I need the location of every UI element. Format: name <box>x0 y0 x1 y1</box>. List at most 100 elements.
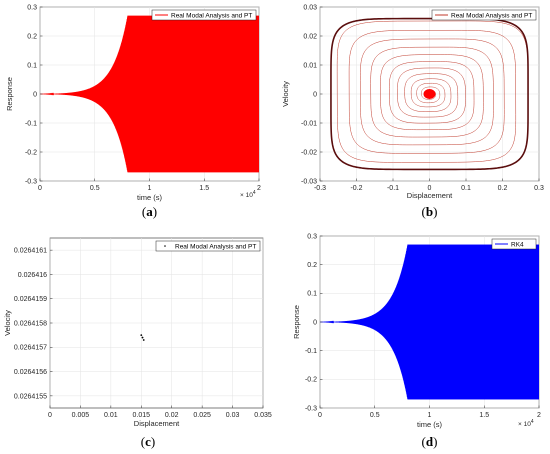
x-tick-label: 1.5 <box>479 412 489 419</box>
y-tick-label: -0.2 <box>305 377 317 384</box>
data-layer <box>40 15 259 173</box>
x-tick-label: 0.5 <box>370 412 380 419</box>
x-tick-label: 0 <box>428 185 432 192</box>
x-tick-label: 0.01 <box>104 412 118 419</box>
y-tick-label: 0 <box>313 91 317 98</box>
data-layer <box>320 244 539 400</box>
x-tick-label: -0.1 <box>387 185 399 192</box>
caption-d: (d) <box>422 434 438 449</box>
legend: Real Modal Analysis and PT <box>431 9 537 21</box>
y-tick-label: 0.3 <box>307 233 317 240</box>
x-tick-label: 0.03 <box>226 412 240 419</box>
legend-box <box>431 9 537 21</box>
x-tick-label: 1.5 <box>199 185 209 192</box>
y-tick-label: 0.03 <box>303 4 317 11</box>
caption-c: (c) <box>141 434 155 449</box>
x-exponent: × 104 <box>518 419 534 428</box>
x-tick-label: 0.005 <box>72 412 90 419</box>
x-axis-label: Displacement <box>407 191 453 200</box>
x-tick-label: -0.2 <box>350 185 362 192</box>
y-tick-label: 0.02 <box>303 33 317 40</box>
x-tick-label: 1 <box>148 185 152 192</box>
y-tick-label: 0.0264159 <box>14 296 47 303</box>
y-tick-label: 0.2 <box>27 33 37 40</box>
origin-dense-region <box>423 89 436 99</box>
y-tick-label: 0.0264158 <box>14 320 47 327</box>
panel-d: 0 0.5 1 1.5 2 -0.3 -0.2 -0.1 0 0.1 0.2 0.3 RK4 time… <box>292 233 541 449</box>
axes: 0 0.5 1 1.5 2 -0.3 -0.2 -0.1 0 0.1 0.2 0.3 <box>305 233 541 419</box>
x-tick-label: 0 <box>38 185 42 192</box>
x-exponent: × 104 <box>240 190 256 199</box>
y-axis-label: Velocity <box>281 81 290 107</box>
y-tick-label: -0.03 <box>301 178 317 185</box>
x-tick-label: 2 <box>257 185 261 192</box>
panel-b: -0.3 -0.2 -0.1 0 0.1 0.2 0.3 -0.03 -0.02 -0.01 0 0.… <box>281 4 544 219</box>
x-tick-label: 0.035 <box>254 412 272 419</box>
axes: 0 0.005 0.01 0.015 0.02 0.025 0.03 0.035 0.02641… <box>14 248 272 419</box>
y-tick-label: 0.1 <box>307 291 317 298</box>
x-axis-label: time (s) <box>137 193 163 202</box>
y-tick-label: 0.026416 <box>18 272 47 279</box>
data-point <box>142 339 145 341</box>
y-axis-label: Response <box>5 77 14 111</box>
data-layer <box>330 17 529 171</box>
x-axis-label: Displacement <box>134 419 180 428</box>
y-tick-label: 0.01 <box>303 62 317 69</box>
y-tick-label: 0 <box>313 319 317 326</box>
legend-box <box>491 238 537 250</box>
legend-label: RK4 <box>511 241 524 248</box>
y-tick-label: -0.01 <box>301 120 317 127</box>
y-tick-label: 0.2 <box>307 262 317 269</box>
panel-a: 0 0.5 1 1.5 2 -0.3 -0.2 -0.1 0 0.1 0.2 0.3 Real Mod… <box>5 4 261 219</box>
y-tick-label: 0.0264156 <box>14 369 47 376</box>
legend-label: Real Modal Analysis and PT <box>451 12 532 19</box>
y-tick-label: -0.1 <box>25 120 37 127</box>
y-tick-label: -0.3 <box>305 405 317 412</box>
series-band <box>127 15 259 173</box>
x-tick-label: 0.025 <box>193 412 211 419</box>
y-tick-label: 0.0264155 <box>14 393 47 400</box>
series-band <box>407 244 539 400</box>
data-layer <box>140 334 145 341</box>
y-tick-label: -0.1 <box>305 348 317 355</box>
caption-b: (b) <box>422 204 438 219</box>
x-tick-label: 0.2 <box>498 185 508 192</box>
y-tick-label: -0.02 <box>301 149 317 156</box>
legend: Real Modal Analysis and PT <box>155 240 261 252</box>
y-tick-label: 0.3 <box>27 4 37 11</box>
caption-a: (a) <box>142 204 157 219</box>
axes: 0 0.5 1 1.5 2 -0.3 -0.2 -0.1 0 0.1 0.2 0.3 <box>25 4 261 192</box>
x-tick-label: -0.3 <box>314 185 326 192</box>
legend-box <box>151 9 257 21</box>
x-tick-label: 0.5 <box>90 185 100 192</box>
legend-marker <box>164 245 166 247</box>
x-tick-label: 2 <box>537 412 541 419</box>
x-tick-label: 1 <box>428 412 432 419</box>
data-point <box>141 336 144 339</box>
x-tick-label: 0.1 <box>461 185 471 192</box>
y-tick-label: -0.3 <box>25 178 37 185</box>
data-point <box>140 334 143 337</box>
x-tick-label: 0 <box>48 412 52 419</box>
legend-label: Real Modal Analysis and PT <box>175 243 256 250</box>
legend: Real Modal Analysis and PT <box>151 9 257 21</box>
x-tick-label: 0.015 <box>133 412 151 419</box>
limit-cycle <box>330 17 529 171</box>
x-axis-label: time (s) <box>417 420 443 429</box>
y-tick-label: 0.0264161 <box>14 248 47 255</box>
grid <box>49 238 264 408</box>
y-axis-label: Velocity <box>3 310 12 336</box>
x-tick-label: 0 <box>318 412 322 419</box>
legend-label: Real Modal Analysis and PT <box>171 12 252 19</box>
panel-c: 0 0.005 0.01 0.015 0.02 0.025 0.03 0.035 0.02641… <box>3 237 272 449</box>
legend: RK4 <box>491 238 537 250</box>
x-tick-label: 0.02 <box>165 412 179 419</box>
y-tick-label: 0.0264157 <box>14 345 47 352</box>
y-axis-label: Response <box>292 305 301 339</box>
y-tick-label: -0.2 <box>25 149 37 156</box>
axes: -0.3 -0.2 -0.1 0 0.1 0.2 0.3 -0.03 -0.02 -0.01 0 0.… <box>301 4 544 192</box>
y-tick-label: 0.1 <box>27 62 37 69</box>
y-tick-label: 0 <box>33 91 37 98</box>
x-tick-label: 0.3 <box>534 185 544 192</box>
